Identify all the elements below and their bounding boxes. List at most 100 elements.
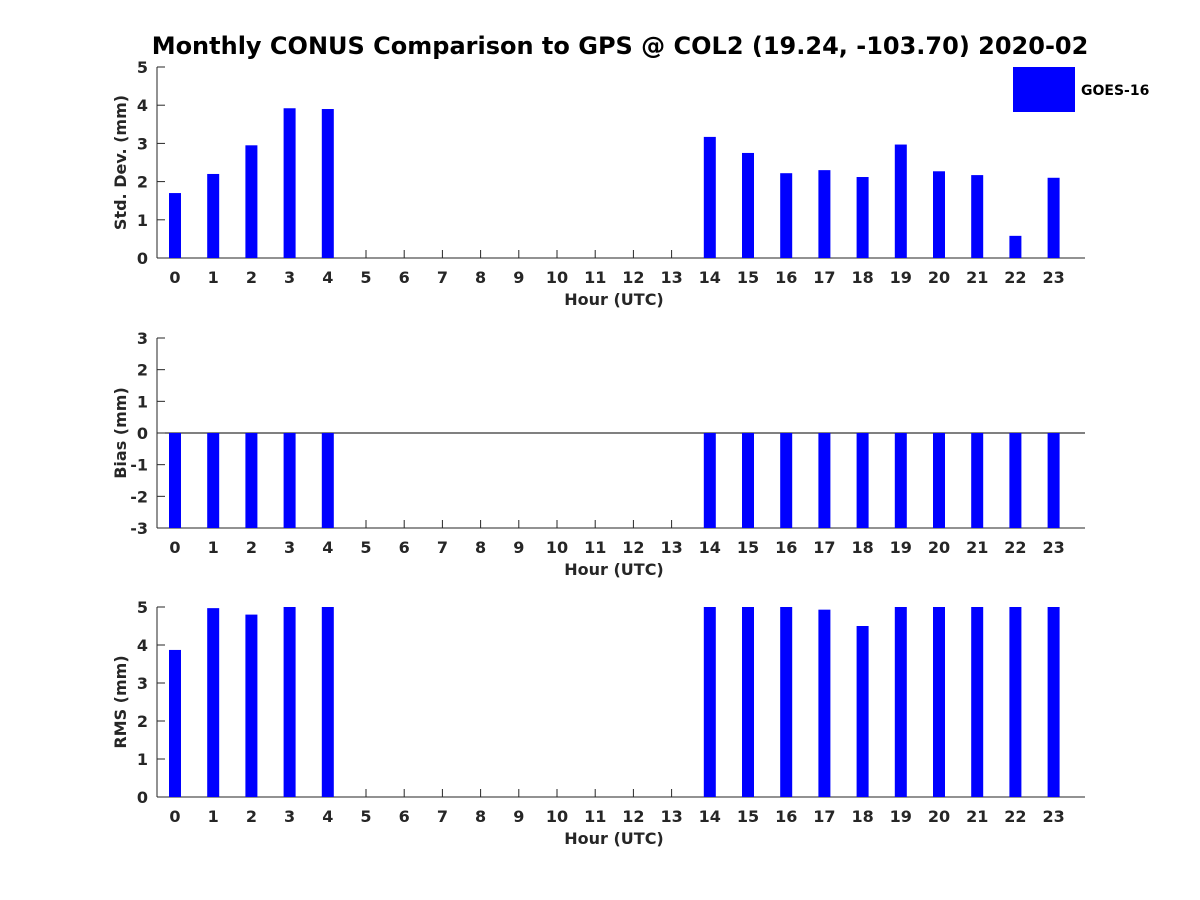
x-tick-label: 7 xyxy=(437,807,448,826)
x-tick-label: 19 xyxy=(890,538,912,557)
x-tick-label: 8 xyxy=(475,268,486,287)
x-tick-label: 22 xyxy=(1004,538,1026,557)
x-tick-label: 23 xyxy=(1042,538,1064,557)
bar-std_dev-hour-0 xyxy=(169,193,181,258)
x-tick-label: 22 xyxy=(1004,268,1026,287)
x-tick-label: 13 xyxy=(660,807,682,826)
x-tick-label: 7 xyxy=(437,268,448,287)
bar-bias-hour-22 xyxy=(1009,433,1022,528)
x-tick-label: 0 xyxy=(169,538,180,557)
y-tick-label: 3 xyxy=(137,134,148,153)
y-tick-label: 3 xyxy=(137,329,148,348)
x-tick-label: 3 xyxy=(284,268,295,287)
x-tick-label: 14 xyxy=(699,268,721,287)
x-tick-label: 23 xyxy=(1042,268,1064,287)
x-tick-label: 21 xyxy=(966,807,988,826)
x-tick-label: 21 xyxy=(966,268,988,287)
legend-swatch xyxy=(1013,67,1075,112)
y-tick-label: -3 xyxy=(130,519,148,538)
x-tick-label: 22 xyxy=(1004,807,1026,826)
chart-title: Monthly CONUS Comparison to GPS @ COL2 (… xyxy=(152,32,1089,60)
y-tick-label: 5 xyxy=(137,58,148,77)
x-tick-label: 9 xyxy=(513,268,524,287)
bar-bias-hour-3 xyxy=(283,433,296,528)
x-tick-label: 8 xyxy=(475,807,486,826)
bar-bias-hour-0 xyxy=(169,433,181,528)
x-tick-label: 10 xyxy=(546,807,568,826)
x-tick-label: 6 xyxy=(399,807,410,826)
x-tick-label: 23 xyxy=(1042,807,1064,826)
x-tick-label: 5 xyxy=(360,268,371,287)
x-tick-label: 19 xyxy=(890,268,912,287)
x-tick-label: 6 xyxy=(399,268,410,287)
bar-std_dev-hour-18 xyxy=(856,177,869,258)
y-tick-label: 1 xyxy=(137,392,148,411)
bar-rms-hour-15 xyxy=(742,607,754,797)
y-tick-label: 4 xyxy=(137,96,148,115)
bar-std_dev-hour-20 xyxy=(933,171,945,258)
bar-bias-hour-23 xyxy=(1047,433,1060,528)
y-tick-label: -1 xyxy=(130,456,148,475)
x-tick-label: 4 xyxy=(322,538,333,557)
x-axis-label: Hour (UTC) xyxy=(564,290,664,309)
x-tick-label: 16 xyxy=(775,807,797,826)
bar-rms-hour-19 xyxy=(894,607,907,797)
y-axis-label: Bias (mm) xyxy=(111,387,130,479)
bar-std_dev-hour-14 xyxy=(703,136,716,258)
x-tick-label: 11 xyxy=(584,807,606,826)
x-tick-label: 21 xyxy=(966,538,988,557)
y-axis-label: Std. Dev. (mm) xyxy=(111,95,130,230)
x-tick-label: 9 xyxy=(513,807,524,826)
y-tick-label: 0 xyxy=(137,249,148,268)
x-tick-label: 9 xyxy=(513,538,524,557)
x-axis-label: Hour (UTC) xyxy=(564,560,664,579)
x-tick-label: 6 xyxy=(399,538,410,557)
x-tick-label: 12 xyxy=(622,807,644,826)
bar-bias-hour-20 xyxy=(933,433,945,528)
y-tick-label: 0 xyxy=(137,424,148,443)
y-tick-label: 1 xyxy=(137,211,148,230)
x-tick-label: 4 xyxy=(322,807,333,826)
x-tick-label: 16 xyxy=(775,268,797,287)
bar-std_dev-hour-22 xyxy=(1009,235,1022,258)
x-tick-label: 15 xyxy=(737,538,759,557)
bar-std_dev-hour-15 xyxy=(742,152,754,258)
x-tick-label: 20 xyxy=(928,538,950,557)
bar-rms-hour-4 xyxy=(321,607,334,797)
x-tick-label: 18 xyxy=(851,268,873,287)
x-tick-label: 18 xyxy=(851,538,873,557)
x-tick-label: 5 xyxy=(360,538,371,557)
x-axis-label: Hour (UTC) xyxy=(564,829,664,848)
bar-std_dev-hour-21 xyxy=(971,175,984,258)
y-tick-label: 1 xyxy=(137,750,148,769)
bar-bias-hour-1 xyxy=(207,433,220,528)
x-tick-label: 15 xyxy=(737,807,759,826)
bar-bias-hour-14 xyxy=(703,433,716,528)
x-tick-label: 20 xyxy=(928,807,950,826)
x-tick-label: 2 xyxy=(246,538,257,557)
x-tick-label: 0 xyxy=(169,807,180,826)
bar-std_dev-hour-4 xyxy=(321,109,334,259)
x-tick-label: 18 xyxy=(851,807,873,826)
x-tick-label: 11 xyxy=(584,268,606,287)
x-tick-label: 12 xyxy=(622,538,644,557)
x-tick-label: 13 xyxy=(660,538,682,557)
bar-rms-hour-14 xyxy=(703,607,716,797)
bar-rms-hour-20 xyxy=(933,607,945,797)
bar-std_dev-hour-16 xyxy=(780,173,793,258)
x-tick-label: 1 xyxy=(208,268,219,287)
legend: GOES-16 xyxy=(1013,67,1149,112)
x-tick-label: 16 xyxy=(775,538,797,557)
bar-bias-hour-18 xyxy=(856,433,869,528)
bar-bias-hour-21 xyxy=(971,433,984,528)
bar-bias-hour-15 xyxy=(742,433,754,528)
y-axis-label: RMS (mm) xyxy=(111,655,130,748)
y-tick-label: -2 xyxy=(130,487,148,506)
bar-bias-hour-2 xyxy=(245,433,258,528)
x-tick-label: 3 xyxy=(284,807,295,826)
x-tick-label: 15 xyxy=(737,268,759,287)
